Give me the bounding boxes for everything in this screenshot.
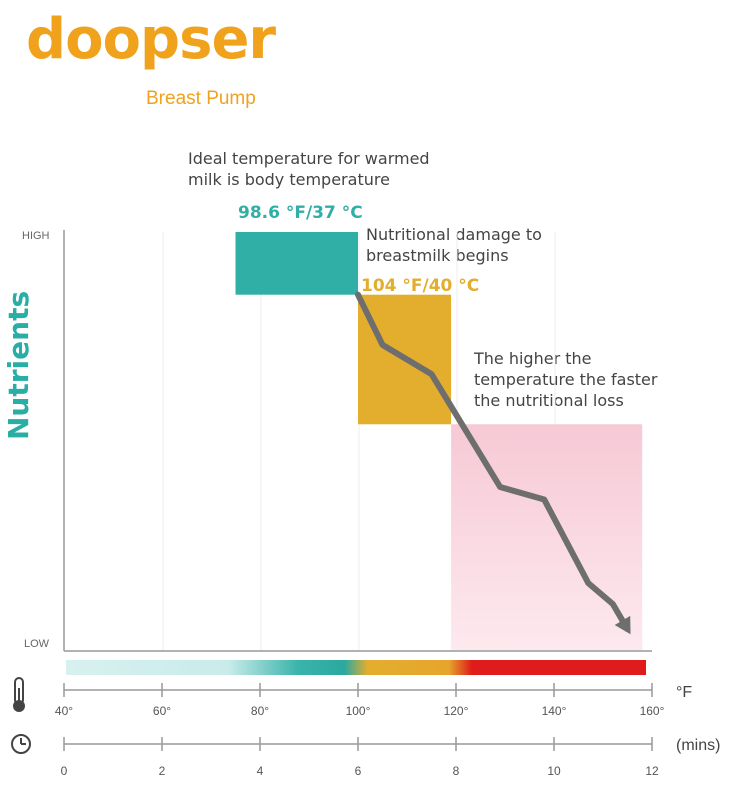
tick-label: 100° — [346, 704, 371, 718]
tick-label: 6 — [355, 764, 362, 778]
damage-note: Nutritional damage to breastmilk begins — [366, 225, 542, 265]
tick-label: 8 — [453, 764, 460, 778]
time-axis: 0 2 4 6 8 10 12 — [61, 737, 659, 778]
tick-label: 120° — [444, 704, 469, 718]
region-0 — [235, 232, 358, 295]
tick-label: 160° — [640, 704, 665, 718]
thermometer-icon — [13, 677, 25, 712]
tick-label: 10 — [547, 764, 561, 778]
temperature-axis: 40° 60° 80° 100° 120° 140° 160° — [55, 683, 665, 718]
y-tick-high: HIGH — [22, 230, 50, 242]
y-tick-low: LOW — [24, 638, 50, 650]
tick-label: 40° — [55, 704, 73, 718]
tick-label: 2 — [159, 764, 166, 778]
temperature-regions — [235, 232, 643, 650]
ideal-temperature-note: Ideal temperature for warmed milk is bod… — [188, 149, 430, 189]
ideal-temperature-label: 98.6 °F/37 °C — [238, 203, 363, 223]
tick-label: 60° — [153, 704, 171, 718]
tick-label: 80° — [251, 704, 269, 718]
series-arrowhead — [614, 615, 631, 635]
tick-label: 140° — [542, 704, 567, 718]
tick-label: 4 — [257, 764, 264, 778]
time-unit: (mins) — [676, 737, 721, 754]
nutritional-loss-note: The higher the temperature the faster th… — [474, 349, 658, 410]
clock-icon — [11, 734, 31, 754]
temperature-unit: °F — [676, 684, 693, 701]
series-line-0 — [355, 291, 631, 633]
damage-temperature-label: 104 °F/40 °C — [361, 276, 480, 296]
tick-label: 12 — [645, 764, 659, 778]
brand-tagline: Breast Pump — [146, 88, 256, 109]
temperature-color-scale — [66, 660, 646, 675]
nutrient-series — [355, 291, 631, 635]
brand-logo: doopser — [26, 7, 276, 72]
tick-label: 0 — [61, 764, 68, 778]
